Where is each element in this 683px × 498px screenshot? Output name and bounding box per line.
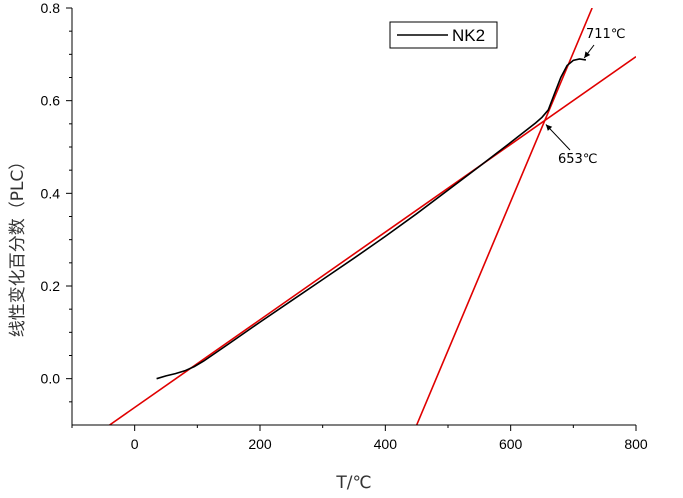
annotation-653: 653℃ (558, 152, 597, 167)
x-tick-label: 200 (248, 436, 272, 452)
y-tick-label: 0.0 (41, 371, 61, 387)
annotations: 711℃ 653℃ (545, 27, 625, 167)
fit-line-2 (415, 8, 593, 425)
annotation-653-arrow-head (545, 124, 553, 131)
axes (71, 8, 636, 426)
annotation-711: 711℃ (586, 27, 625, 42)
annotation-711-arrow-head (584, 51, 591, 58)
tick-labels: 0 200 400 600 800 0.0 0.2 0.4 0.6 0.8 (41, 0, 648, 452)
y-axis-title: 线性变化百分数（PLC） (8, 153, 28, 338)
x-tick-label: 0 (131, 436, 139, 452)
x-tick-label: 800 (624, 436, 648, 452)
fit-lines (109, 8, 636, 425)
y-tick-label: 0.2 (41, 278, 61, 294)
ticks (66, 7, 637, 431)
legend: NK2 (389, 21, 498, 49)
series-lines (156, 58, 587, 380)
fit-line-1 (109, 55, 636, 425)
x-axis-title: T/℃ (335, 473, 371, 493)
y-tick-label: 0.4 (41, 185, 61, 201)
y-tick-label: 0.8 (41, 0, 61, 16)
legend-label-nk2: NK2 (452, 26, 485, 45)
x-tick-label: 400 (374, 436, 398, 452)
x-tick-label: 600 (499, 436, 523, 452)
series-line-nk2 (156, 58, 587, 380)
y-tick-label: 0.6 (41, 93, 61, 109)
